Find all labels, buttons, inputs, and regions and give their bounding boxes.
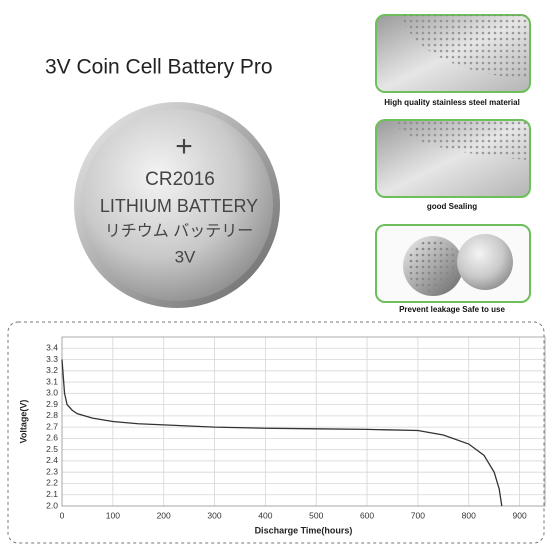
feature-caption: High quality stainless steel material (384, 98, 520, 107)
y-tick-label: 2.2 (46, 478, 58, 488)
y-tick-label: 2.7 (46, 421, 58, 431)
feature-panel: Prevent leakage Safe to use (375, 224, 531, 314)
x-tick-label: 900 (512, 510, 526, 520)
coin-model: CR2016 (145, 169, 215, 190)
x-tick-label: 300 (207, 510, 221, 520)
chart: 2.02.12.22.32.42.52.62.72.82.93.03.13.23… (18, 336, 546, 535)
y-axis-label: Voltage(V) (18, 400, 28, 444)
title: 3V Coin Cell Battery Pro (45, 56, 273, 79)
x-tick-label: 100 (106, 510, 120, 520)
y-tick-label: 2.1 (46, 489, 58, 499)
x-tick-label: 500 (309, 510, 323, 520)
y-tick-label: 2.8 (46, 410, 58, 420)
coin: + CR2016 LITHIUM BATTERY リチウム バッテリー 3V (74, 102, 280, 308)
x-tick-label: 400 (258, 510, 272, 520)
chart-frame (7, 321, 545, 544)
coin-voltage: 3V (175, 247, 196, 266)
x-tick-label: 800 (462, 510, 476, 520)
coin-symbol: + (175, 130, 193, 163)
line (61, 359, 503, 507)
y-tick-label: 2.5 (46, 444, 58, 454)
x-axis-label: Discharge Time(hours) (255, 525, 353, 535)
x-tick-label: 0 (60, 510, 65, 520)
y-tick-label: 2.9 (46, 399, 58, 409)
y-tick-label: 3.2 (46, 365, 58, 375)
feature-panel: good Sealing (375, 119, 531, 211)
y-tick-label: 2.3 (46, 466, 58, 476)
y-tick-label: 2.0 (46, 500, 58, 510)
x-tick-label: 700 (411, 510, 425, 520)
y-tick-label: 2.4 (46, 455, 58, 465)
plot-border (61, 336, 546, 507)
feature-caption: good Sealing (427, 202, 477, 211)
coin-brand-jp: リチウム バッテリー (105, 222, 253, 240)
y-tick-label: 3.1 (46, 376, 58, 386)
y-tick-label: 3.3 (46, 354, 58, 364)
feature-panel: High quality stainless steel material (375, 14, 531, 107)
x-tick-label: 200 (157, 510, 171, 520)
feature-caption: Prevent leakage Safe to use (399, 305, 505, 314)
x-tick-label: 600 (360, 510, 374, 520)
y-tick-label: 3.4 (46, 343, 58, 353)
coin-brand: LITHIUM BATTERY (100, 196, 258, 216)
y-tick-label: 3.0 (46, 388, 58, 398)
y-tick-label: 2.6 (46, 433, 58, 443)
